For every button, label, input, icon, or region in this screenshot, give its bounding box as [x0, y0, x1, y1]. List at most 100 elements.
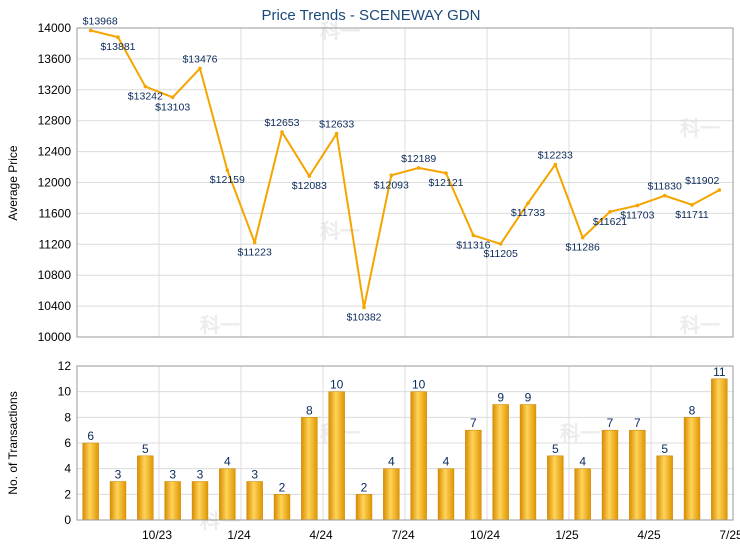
transactions-bar — [383, 468, 400, 521]
transactions-y-ticks: 0 2 4 6 8 10 12 — [58, 359, 72, 527]
price-data-label: $13242 — [128, 91, 163, 103]
transactions-data-label: 2 — [279, 480, 286, 494]
price-data-label: $13476 — [182, 53, 217, 65]
transactions-bar — [219, 468, 236, 521]
x-tick-label: 10/23 — [142, 528, 172, 542]
transactions-bar — [82, 442, 99, 521]
transactions-data-label: 9 — [497, 391, 504, 405]
transactions-data-label: 7 — [634, 416, 641, 430]
transactions-data-label: 7 — [470, 416, 477, 430]
transactions-data-label: 4 — [224, 455, 231, 469]
price-data-label: $12633 — [319, 119, 354, 131]
transactions-data-label: 10 — [412, 378, 426, 392]
price-data-label: $11733 — [511, 207, 545, 219]
price-series — [88, 28, 722, 310]
x-tick-label: 1/25 — [555, 528, 579, 542]
price-data-label: $12159 — [210, 174, 245, 186]
transactions-bar — [574, 468, 591, 521]
price-tick-label: 10000 — [38, 330, 72, 344]
price-point — [252, 240, 257, 245]
transactions-bar — [109, 481, 127, 521]
price-data-labels: $13968 $13881 $13242$13103 $13476 $12159 $112… — [83, 15, 720, 323]
transactions-bar — [601, 429, 619, 521]
price-axis-label: Average Price — [6, 145, 20, 220]
transactions-tick-label: 12 — [58, 359, 72, 373]
transactions-data-label: 5 — [142, 442, 149, 456]
price-data-label: $13968 — [83, 15, 118, 27]
watermark-mark: 科一 — [680, 313, 720, 337]
price-point — [580, 235, 585, 240]
price-point — [471, 233, 476, 238]
price-data-label: $13103 — [155, 101, 190, 113]
price-point — [553, 162, 558, 167]
price-data-label: $11286 — [566, 242, 600, 254]
transactions-tick-label: 10 — [58, 385, 72, 399]
price-tick-label: 12800 — [38, 114, 72, 128]
price-point — [526, 201, 530, 205]
price-point — [143, 84, 148, 89]
price-point — [662, 193, 667, 198]
price-line — [90, 29, 720, 309]
price-tick-label: 12400 — [38, 145, 72, 159]
price-plot-frame — [76, 27, 734, 338]
transactions-data-label: 2 — [361, 480, 368, 494]
price-point — [717, 188, 722, 192]
transactions-data-label: 6 — [87, 429, 94, 443]
transactions-bar — [410, 391, 427, 521]
price-data-label: $12121 — [428, 177, 463, 189]
transactions-bar — [273, 494, 291, 521]
transactions-bar — [711, 378, 728, 521]
transactions-tick-label: 8 — [64, 410, 71, 424]
chart-title: Price Trends - SCENEWAY GDN — [262, 7, 481, 24]
price-data-label: $12093 — [374, 179, 409, 191]
price-data-label: $11205 — [484, 248, 518, 260]
price-point — [416, 166, 421, 170]
transactions-data-label: 3 — [115, 468, 122, 482]
price-point — [498, 242, 503, 246]
transactions-tick-label: 0 — [64, 513, 71, 527]
price-data-label: $11830 — [648, 181, 682, 193]
price-y-ticks: 10000 10400 10800 11200 11600 12000 12400 12800… — [38, 21, 72, 344]
transactions-tick-label: 6 — [64, 436, 71, 450]
x-tick-label: 10/24 — [470, 528, 500, 542]
price-data-label: $12083 — [292, 180, 327, 192]
x-tick-label: 4/25 — [637, 528, 661, 542]
price-point — [608, 209, 612, 214]
watermark-mark: 科一 — [560, 421, 600, 445]
transactions-data-label: 5 — [661, 442, 668, 456]
price-tick-label: 12000 — [38, 176, 72, 190]
price-point — [362, 305, 366, 310]
transactions-bar — [629, 429, 646, 521]
price-data-label: $11703 — [620, 209, 654, 221]
price-data-label: $11711 — [675, 209, 709, 221]
transactions-bar — [301, 417, 318, 521]
transactions-tick-label: 4 — [64, 462, 71, 476]
watermark-layer: 科一科一科一科一科一科一科一科一 — [200, 19, 720, 533]
transactions-bar — [437, 468, 455, 521]
transactions-data-label: 3 — [251, 468, 258, 482]
watermark-mark: 科一 — [200, 313, 240, 337]
transactions-data-label: 10 — [330, 378, 344, 392]
transactions-data-label: 11 — [713, 365, 726, 379]
price-data-label: $12189 — [401, 153, 436, 165]
transactions-axis-label: No. of Transactions — [6, 391, 20, 494]
price-tick-label: 11200 — [39, 237, 72, 251]
price-point — [389, 173, 394, 178]
price-point — [444, 171, 448, 175]
x-tick-label: 1/24 — [227, 528, 251, 542]
price-point — [690, 203, 694, 207]
price-data-label: $11223 — [238, 247, 272, 259]
transactions-bar — [465, 429, 482, 521]
price-tick-label: 10400 — [38, 299, 72, 313]
x-tick-label: 7/24 — [391, 528, 415, 542]
transactions-data-label: 7 — [607, 416, 614, 430]
transactions-bar — [246, 481, 263, 521]
price-tick-label: 13200 — [38, 83, 72, 97]
watermark-mark: 科一 — [320, 19, 360, 43]
x-axis-ticks: 10/23 1/24 4/24 7/24 10/24 1/25 4/25 7/25 — [142, 528, 740, 542]
price-point — [116, 35, 120, 39]
transactions-bar — [492, 404, 509, 521]
transactions-bar — [137, 455, 154, 521]
